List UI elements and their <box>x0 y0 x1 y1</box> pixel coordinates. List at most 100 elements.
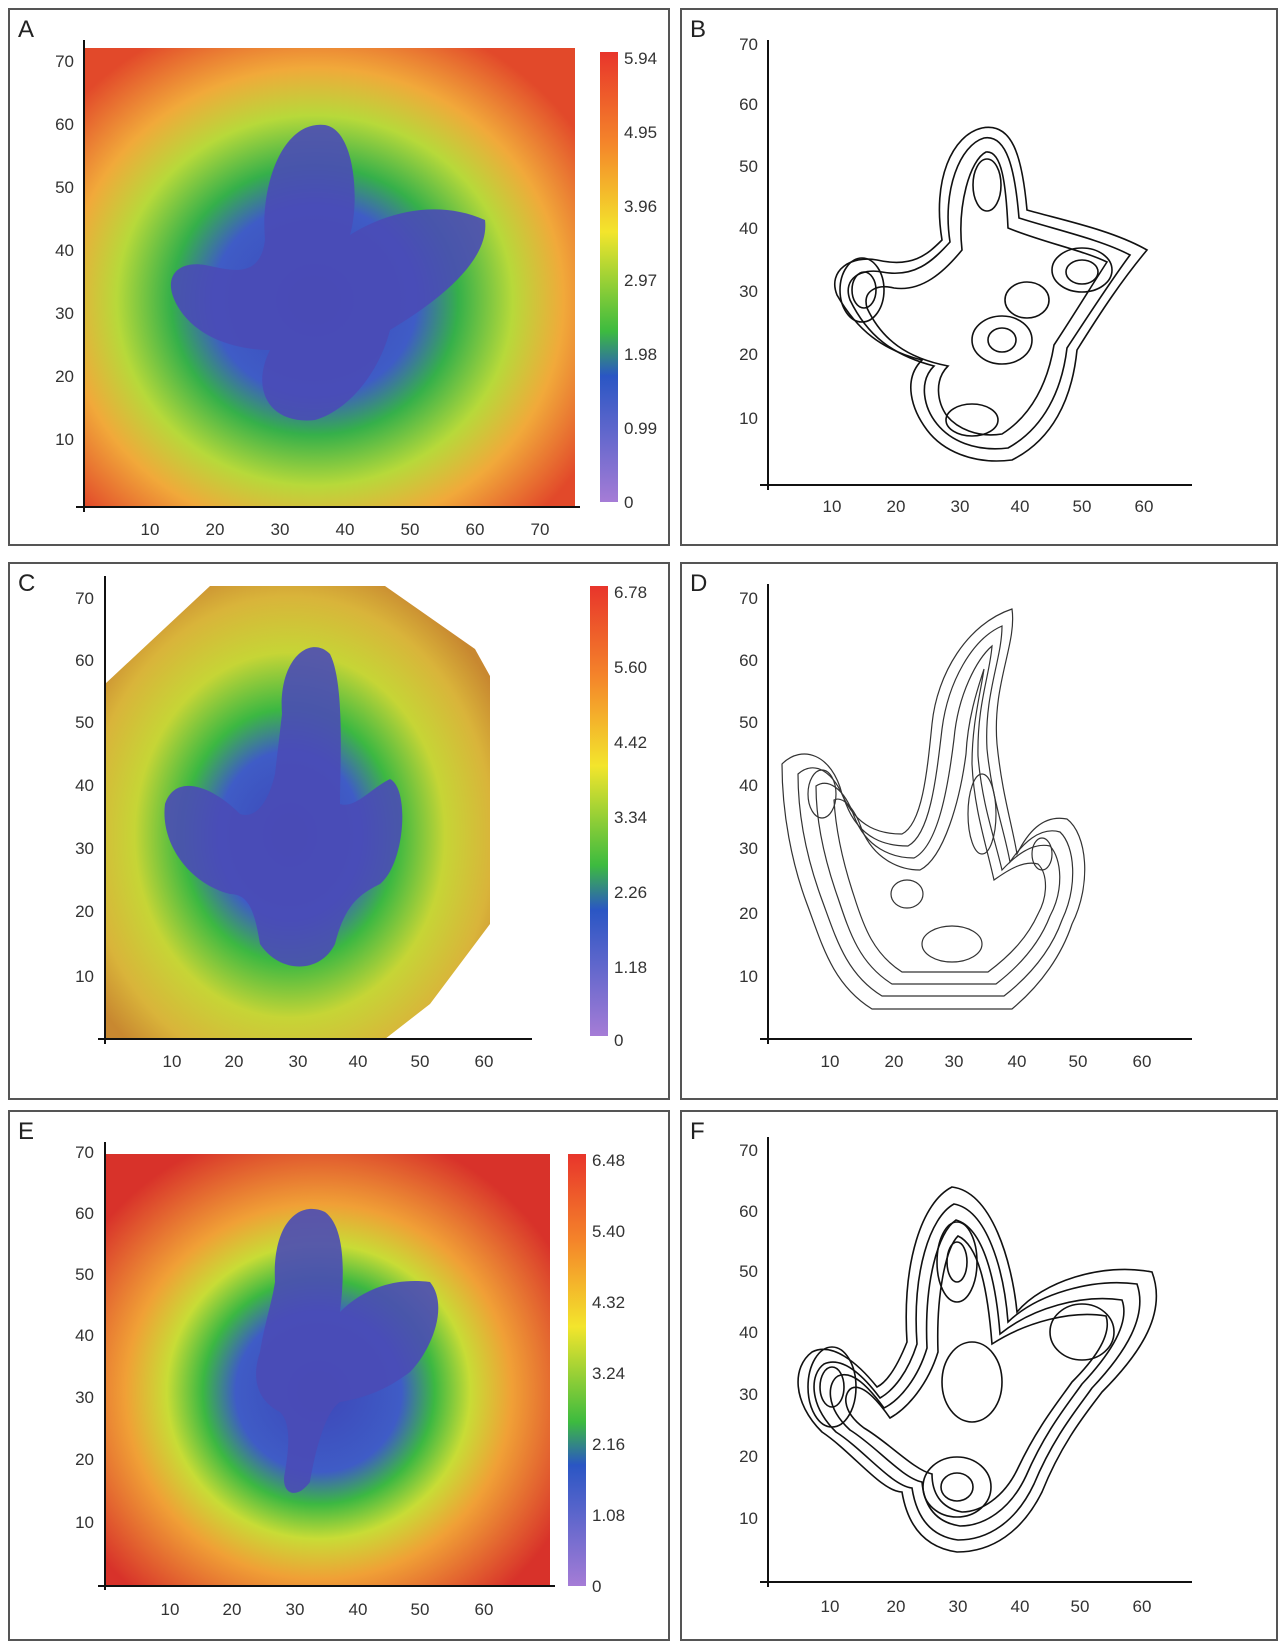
contour-footprint <box>834 126 1149 462</box>
x-tick-label: 70 <box>531 520 550 539</box>
footprint-shape <box>164 647 403 967</box>
x-tick-label: 30 <box>286 1600 305 1619</box>
y-ticks: 10 20 30 40 50 60 70 <box>75 589 94 986</box>
panel-b: B 10 20 30 40 50 60 10 20 <box>680 8 1278 546</box>
y-tick-label: 10 <box>55 430 74 449</box>
panel-d: D 10 20 30 40 50 60 10 20 30 40 5 <box>680 562 1278 1100</box>
y-tick-label: 10 <box>739 1509 758 1528</box>
y-tick-label: 30 <box>75 839 94 858</box>
y-tick-label: 30 <box>75 1388 94 1407</box>
y-ticks: 10 20 30 40 50 60 70 <box>55 52 74 449</box>
y-tick-label: 70 <box>739 35 758 54</box>
x-tick-label: 10 <box>821 1052 840 1071</box>
y-tick-label: 30 <box>739 282 758 301</box>
x-tick-label: 30 <box>951 497 970 516</box>
x-ticks: 10 20 30 40 50 60 <box>821 1597 1152 1616</box>
colorbar-label: 2.16 <box>592 1435 625 1454</box>
panel-letter: E <box>18 1118 35 1145</box>
x-ticks: 10 20 30 40 50 60 <box>163 1052 494 1071</box>
x-tick-label: 10 <box>163 1052 182 1071</box>
colorbar <box>600 52 618 502</box>
y-tick-label: 50 <box>75 713 94 732</box>
x-tick-label: 60 <box>475 1052 494 1071</box>
y-tick-label: 70 <box>75 589 94 608</box>
y-tick-label: 60 <box>739 651 758 670</box>
x-tick-label: 10 <box>821 1597 840 1616</box>
colorbar-label: 0 <box>592 1577 601 1596</box>
y-tick-label: 20 <box>739 345 758 364</box>
y-tick-label: 70 <box>739 589 758 608</box>
y-tick-label: 20 <box>739 1447 758 1466</box>
panel-d-plot: 10 20 30 40 50 60 10 20 30 40 50 60 70 <box>739 584 1192 1071</box>
panel-f-plot: 10 20 30 40 50 60 10 20 30 40 50 60 70 <box>739 1137 1192 1616</box>
y-tick-label: 20 <box>75 902 94 921</box>
y-tick-label: 60 <box>739 1202 758 1221</box>
colorbar-label: 1.98 <box>624 345 657 364</box>
colorbar-label: 0 <box>614 1031 623 1050</box>
panel-c: C 10 20 30 40 50 <box>8 562 670 1100</box>
y-tick-label: 10 <box>739 967 758 986</box>
colorbar-label: 3.96 <box>624 197 657 216</box>
y-tick-label: 40 <box>739 219 758 238</box>
colorbar-label: 2.97 <box>624 271 657 290</box>
y-ticks: 10 20 30 40 50 60 70 <box>739 589 758 986</box>
y-tick-label: 40 <box>55 241 74 260</box>
x-tick-label: 50 <box>411 1052 430 1071</box>
contour-footprint <box>797 1186 1158 1553</box>
colorbar-label: 6.48 <box>592 1151 625 1170</box>
x-ticks: 10 20 30 40 50 60 <box>821 1052 1152 1071</box>
x-tick-label: 40 <box>336 520 355 539</box>
colorbar-label: 2.26 <box>614 883 647 902</box>
x-tick-label: 30 <box>289 1052 308 1071</box>
y-tick-label: 40 <box>75 776 94 795</box>
colorbar-label: 6.78 <box>614 583 647 602</box>
panel-e: E 10 20 30 40 50 <box>8 1110 670 1641</box>
x-tick-label: 50 <box>1073 497 1092 516</box>
x-tick-label: 10 <box>141 520 160 539</box>
x-tick-label: 10 <box>823 497 842 516</box>
y-tick-label: 70 <box>739 1141 758 1160</box>
x-tick-label: 40 <box>349 1600 368 1619</box>
y-tick-label: 10 <box>75 1513 94 1532</box>
x-tick-label: 60 <box>1133 1597 1152 1616</box>
x-ticks: 10 20 30 40 50 60 <box>161 1600 494 1619</box>
x-tick-label: 50 <box>411 1600 430 1619</box>
x-tick-label: 40 <box>1011 497 1030 516</box>
panel-f: F 10 20 30 40 50 60 10 20 <box>680 1110 1278 1641</box>
panel-a-plot: 10 20 30 40 50 60 70 10 20 30 40 50 60 7… <box>55 40 657 539</box>
x-tick-label: 60 <box>1133 1052 1152 1071</box>
colorbar-labels: 6.78 5.60 4.42 3.34 2.26 1.18 0 <box>614 583 647 1050</box>
y-tick-label: 50 <box>739 713 758 732</box>
colorbar-label: 1.18 <box>614 958 647 977</box>
y-tick-label: 70 <box>75 1143 94 1162</box>
y-tick-label: 20 <box>739 904 758 923</box>
x-tick-label: 20 <box>223 1600 242 1619</box>
y-tick-label: 50 <box>739 1262 758 1281</box>
colorbar-labels: 6.48 5.40 4.32 3.24 2.16 1.08 0 <box>592 1151 625 1596</box>
footprint-shape <box>256 1208 439 1493</box>
y-tick-label: 40 <box>739 1323 758 1342</box>
y-ticks: 10 20 30 40 50 60 70 <box>75 1143 94 1532</box>
panel-c-plot: 10 20 30 40 50 60 10 20 30 40 50 60 70 6… <box>75 576 647 1071</box>
panel-letter: A <box>18 16 35 43</box>
y-tick-label: 40 <box>739 776 758 795</box>
panel-e-plot: 10 20 30 40 50 60 10 20 30 40 50 60 70 6… <box>75 1142 625 1619</box>
y-tick-label: 50 <box>75 1265 94 1284</box>
x-tick-label: 20 <box>887 1597 906 1616</box>
x-tick-label: 50 <box>401 520 420 539</box>
colorbar-labels: 5.94 4.95 3.96 2.97 1.98 0.99 0 <box>624 49 657 512</box>
x-tick-label: 30 <box>945 1052 964 1071</box>
x-tick-label: 50 <box>1069 1052 1088 1071</box>
x-tick-label: 20 <box>206 520 225 539</box>
contour-footprint <box>781 608 1086 1010</box>
y-tick-label: 60 <box>75 651 94 670</box>
panel-letter: B <box>690 16 707 43</box>
x-tick-label: 30 <box>949 1597 968 1616</box>
y-tick-label: 40 <box>75 1326 94 1345</box>
y-tick-label: 20 <box>75 1450 94 1469</box>
x-tick-label: 60 <box>466 520 485 539</box>
x-tick-label: 10 <box>161 1600 180 1619</box>
colorbar-label: 0.99 <box>624 419 657 438</box>
x-tick-label: 30 <box>271 520 290 539</box>
x-tick-label: 60 <box>475 1600 494 1619</box>
